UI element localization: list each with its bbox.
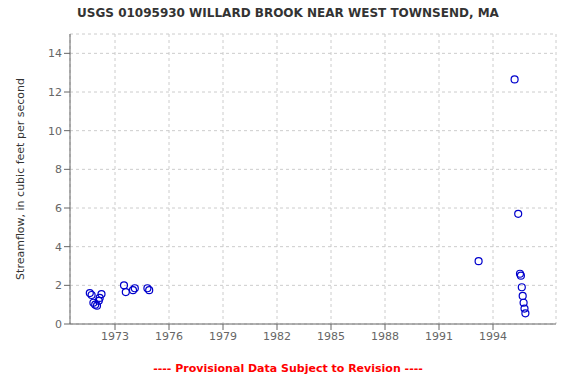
svg-text:1979: 1979 <box>209 330 237 343</box>
svg-text:1982: 1982 <box>263 330 291 343</box>
svg-text:0: 0 <box>55 318 62 331</box>
svg-text:1976: 1976 <box>155 330 183 343</box>
svg-text:8: 8 <box>55 163 62 176</box>
svg-text:4: 4 <box>55 241 62 254</box>
svg-text:1988: 1988 <box>371 330 399 343</box>
svg-text:10: 10 <box>48 125 62 138</box>
svg-text:1994: 1994 <box>479 330 507 343</box>
svg-text:2: 2 <box>55 279 62 292</box>
svg-text:Streamflow, in cubic feet per: Streamflow, in cubic feet per second <box>14 78 27 280</box>
svg-text:1985: 1985 <box>317 330 345 343</box>
svg-text:1991: 1991 <box>425 330 453 343</box>
svg-text:14: 14 <box>48 47 62 60</box>
svg-text:1973: 1973 <box>101 330 129 343</box>
svg-text:12: 12 <box>48 86 62 99</box>
html-text:USGS 01095930 WILLARD BROOK NE: USGS 01095930 WILLARD BROOK NEAR WEST TO… <box>77 6 499 20</box>
svg-text:6: 6 <box>55 202 62 215</box>
html-text:---- Provisional Data Subject: ---- Provisional Data Subject to Revisio… <box>153 362 423 375</box>
